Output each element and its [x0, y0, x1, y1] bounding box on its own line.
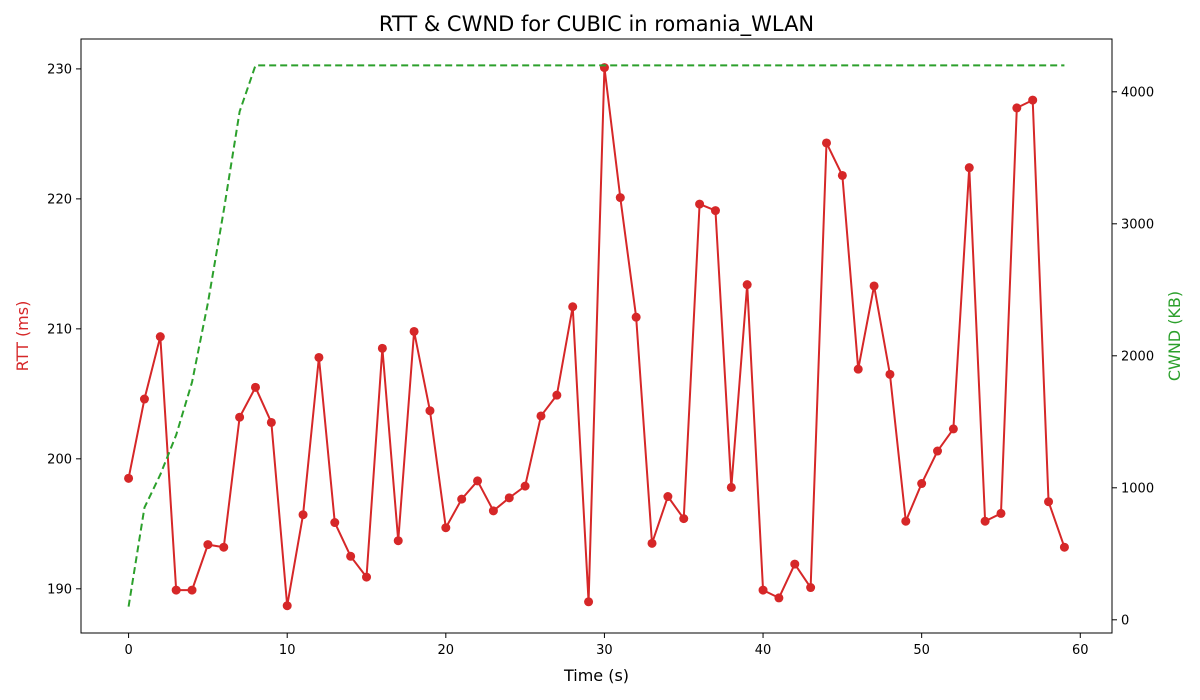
y-left-tick-label: 220: [47, 192, 72, 207]
rtt-point: [536, 411, 546, 421]
rtt-point: [568, 302, 578, 312]
y-right-tick-label: 2000: [1121, 349, 1154, 364]
y-axis-left-label: RTT (ms): [13, 301, 32, 372]
rtt-point: [1028, 95, 1038, 105]
rtt-point: [1059, 542, 1069, 552]
x-axis-label: Time (s): [563, 666, 629, 685]
rtt-point: [457, 494, 467, 504]
x-tick-label: 10: [279, 643, 296, 658]
rtt-point: [837, 170, 847, 180]
rtt-point: [584, 597, 594, 607]
rtt-point: [615, 193, 625, 203]
x-tick-label: 60: [1072, 643, 1089, 658]
rtt-point: [933, 446, 943, 456]
rtt-point: [996, 508, 1006, 518]
rtt-point: [552, 390, 562, 400]
rtt-point: [124, 473, 134, 483]
rtt-point: [790, 559, 800, 569]
rtt-point: [425, 406, 435, 416]
y-right-tick-label: 0: [1121, 613, 1129, 628]
rtt-point: [742, 280, 752, 290]
y-right-tick-label: 1000: [1121, 481, 1154, 496]
y-left-tick-label: 200: [47, 452, 72, 467]
rtt-point: [647, 538, 657, 548]
rtt-point: [362, 572, 372, 582]
rtt-point: [980, 516, 990, 526]
y-axis-right-label: CWND (KB): [1165, 291, 1184, 381]
rtt-point: [710, 206, 720, 216]
plot-layer: 0 10 20 30 40 50 60 190 200 210 220 230 0 1000 2000 300…: [47, 38, 1154, 658]
rtt-point: [187, 585, 197, 595]
x-tick-label: 20: [438, 643, 455, 658]
y-right-tick-label: 4000: [1121, 85, 1154, 100]
rtt-point: [948, 424, 958, 434]
rtt-point: [155, 332, 165, 342]
rtt-point: [346, 551, 356, 561]
rtt-point: [488, 506, 498, 516]
y-right-tick-label: 3000: [1121, 217, 1154, 232]
rtt-point: [330, 518, 340, 528]
rtt-point: [964, 163, 974, 173]
rtt-point: [631, 312, 641, 322]
chart-title: RTT & CWND for CUBIC in romania_WLAN: [379, 12, 814, 37]
rtt-point: [441, 523, 451, 533]
rtt-point: [821, 138, 831, 148]
rtt-point: [219, 542, 229, 552]
plot-frame: [80, 38, 1113, 634]
rtt-point: [1012, 103, 1022, 113]
rtt-point: [298, 510, 308, 520]
rtt-point: [235, 412, 245, 422]
rtt-point: [901, 516, 911, 526]
rtt-point: [139, 394, 149, 404]
x-tick-label: 0: [124, 643, 132, 658]
rtt-point: [885, 369, 895, 379]
rtt-point: [853, 364, 863, 374]
rtt-point: [1044, 497, 1054, 507]
rtt-point: [409, 326, 419, 336]
cwnd-line: [127, 64, 1065, 607]
rtt-point: [695, 199, 705, 209]
rtt-point: [282, 601, 292, 611]
rtt-point: [917, 479, 927, 489]
x-tick-label: 30: [596, 643, 613, 658]
rtt-point: [393, 536, 403, 546]
rtt-point: [250, 382, 260, 392]
rtt-point: [806, 583, 816, 593]
rtt-point: [520, 481, 530, 491]
rtt-point: [726, 482, 736, 492]
rtt-point: [171, 585, 181, 595]
y-left-tick-label: 210: [47, 322, 72, 337]
rtt-point: [504, 493, 514, 503]
rtt-point: [758, 585, 768, 595]
rtt-point: [774, 593, 784, 603]
rtt-point: [266, 417, 276, 427]
rtt-point: [377, 343, 387, 353]
rtt-line: [127, 66, 1066, 607]
rtt-point: [869, 281, 879, 291]
x-tick-label: 50: [913, 643, 930, 658]
rtt-point: [314, 352, 324, 362]
y-left-tick-label: 190: [47, 582, 72, 597]
y-left-tick-label: 230: [47, 62, 72, 77]
rtt-point: [663, 492, 673, 502]
rtt-point: [473, 476, 483, 486]
x-tick-label: 40: [755, 643, 772, 658]
rtt-point: [679, 514, 689, 524]
rtt-point: [203, 540, 213, 550]
